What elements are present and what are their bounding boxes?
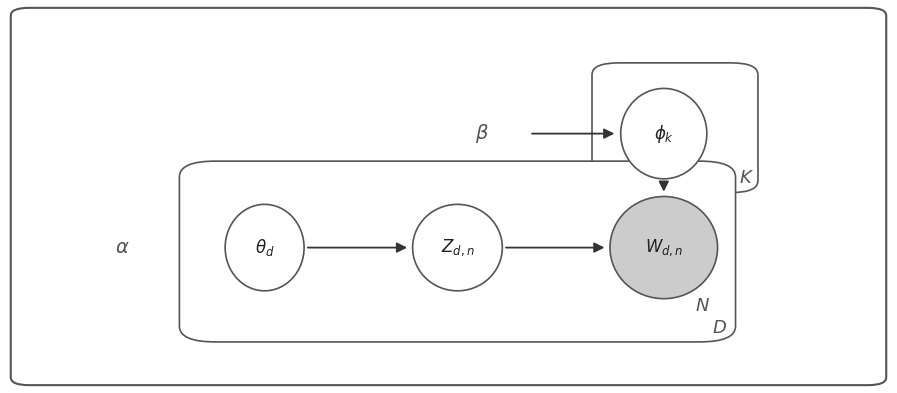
FancyBboxPatch shape: [11, 8, 886, 385]
Ellipse shape: [413, 204, 502, 291]
Ellipse shape: [621, 88, 707, 179]
Text: $W_{d,n}$: $W_{d,n}$: [645, 237, 683, 258]
Text: K: K: [740, 169, 752, 187]
Text: D: D: [713, 319, 727, 337]
Ellipse shape: [610, 196, 718, 299]
FancyBboxPatch shape: [592, 63, 758, 193]
FancyBboxPatch shape: [179, 161, 736, 342]
Text: $\beta$: $\beta$: [475, 122, 489, 145]
Ellipse shape: [225, 204, 304, 291]
Text: $\alpha$: $\alpha$: [116, 238, 130, 257]
FancyBboxPatch shape: [377, 171, 718, 320]
Text: $Z_{d,n}$: $Z_{d,n}$: [440, 237, 475, 258]
Text: $\phi_k$: $\phi_k$: [654, 123, 674, 145]
Text: N: N: [695, 297, 709, 315]
Text: $\theta_d$: $\theta_d$: [255, 237, 274, 258]
